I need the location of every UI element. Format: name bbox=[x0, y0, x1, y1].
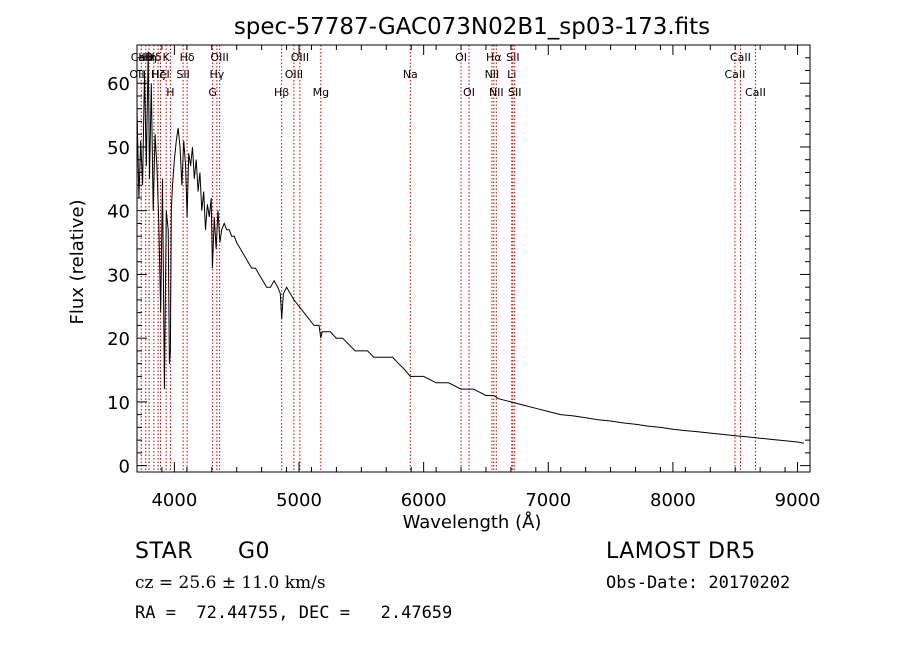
marker-label: Hγ bbox=[209, 68, 224, 81]
marker-label: OI bbox=[463, 86, 475, 99]
object-class: STAR bbox=[135, 539, 194, 564]
marker-label: SII bbox=[176, 68, 189, 81]
y-tick-label: 60 bbox=[107, 74, 130, 95]
y-tick-label: 50 bbox=[107, 138, 130, 159]
marker-label: HeI bbox=[151, 68, 169, 81]
x-tick-label: 7000 bbox=[525, 490, 571, 511]
marker-label: SII bbox=[506, 51, 519, 64]
line-markers: OIICaIIHθHηHδHζHeIKHSIIHδGHγOIIIHβOIIIOI… bbox=[129, 45, 766, 472]
x-tick-label: 8000 bbox=[650, 490, 696, 511]
marker-label: Mg bbox=[313, 86, 329, 99]
x-tick-label: 6000 bbox=[401, 490, 447, 511]
marker-label: OIII bbox=[285, 68, 303, 81]
survey-release: LAMOST DR5 bbox=[606, 539, 756, 564]
x-tick-label: 4000 bbox=[151, 490, 197, 511]
marker-label: Hδ bbox=[180, 51, 195, 64]
marker-label: OI bbox=[455, 51, 467, 64]
y-tick-label: 10 bbox=[107, 393, 130, 414]
spectrum-line bbox=[136, 51, 804, 444]
marker-label: NII bbox=[489, 86, 504, 99]
marker-label: OIII bbox=[291, 51, 309, 64]
marker-label: CaII bbox=[725, 68, 746, 81]
marker-label: Hη bbox=[141, 51, 156, 64]
y-tick-label: 20 bbox=[107, 329, 130, 350]
y-axis-ticks: 0 10 20 30 40 50 60 bbox=[107, 57, 810, 478]
marker-label: Na bbox=[403, 68, 418, 81]
x-axis-ticks: 4000 5000 6000 7000 8000 9000 bbox=[136, 45, 821, 511]
marker-label: Hθ bbox=[138, 51, 153, 64]
marker-label: Hβ bbox=[274, 86, 289, 99]
marker-label: K bbox=[163, 51, 171, 64]
x-axis-label: Wavelength (Å) bbox=[403, 511, 542, 533]
chart-title: spec-57787-GAC073N02B1_sp03-173.fits bbox=[234, 14, 710, 40]
x-tick-label: 9000 bbox=[775, 490, 821, 511]
marker-label: Li bbox=[507, 68, 516, 81]
x-tick-label: 5000 bbox=[276, 490, 322, 511]
marker-label: CaII bbox=[745, 86, 766, 99]
marker-label: Hδ bbox=[146, 51, 161, 64]
marker-label: G bbox=[208, 86, 217, 99]
marker-label: NII bbox=[485, 68, 500, 81]
marker-label: H bbox=[166, 86, 174, 99]
y-axis-label: Flux (relative) bbox=[67, 199, 88, 324]
subclass: G0 bbox=[238, 539, 271, 564]
marker-label: CaII bbox=[730, 51, 751, 64]
marker-label: OIII bbox=[210, 51, 228, 64]
y-tick-label: 30 bbox=[107, 265, 130, 286]
coordinates: RA = 72.44755, DEC = 2.47659 bbox=[135, 603, 453, 623]
plot-frame bbox=[136, 44, 811, 473]
redshift-cz: cz = 25.6 ± 11.0 km/s bbox=[135, 573, 326, 593]
marker-label: SII bbox=[508, 86, 521, 99]
marker-label: Hα bbox=[486, 51, 502, 64]
y-tick-label: 0 bbox=[119, 457, 130, 478]
y-tick-label: 40 bbox=[107, 202, 130, 223]
obs-date: Obs-Date: 20170202 bbox=[606, 573, 791, 593]
marker-label: Hζ bbox=[151, 68, 165, 81]
